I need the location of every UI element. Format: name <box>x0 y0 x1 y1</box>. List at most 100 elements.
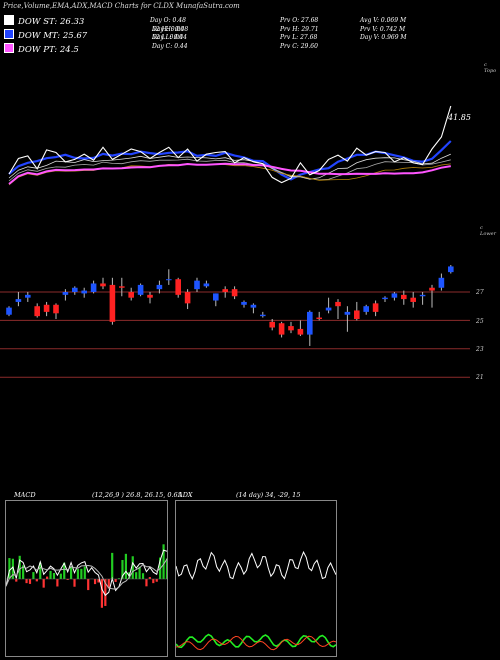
y-tick-27: 27 <box>476 289 484 296</box>
candle-body <box>43 304 50 312</box>
stat-prv-close: Prv C: 29.60 <box>280 42 318 50</box>
macd-line <box>5 549 168 597</box>
candle-body <box>372 303 379 312</box>
candle-body <box>241 301 247 305</box>
candle-body <box>119 286 125 288</box>
candle-body <box>147 294 153 298</box>
candle-body <box>53 304 59 314</box>
candle-body <box>100 283 106 287</box>
candle-body <box>62 292 69 295</box>
stat-prv-low: Prv L: 27.68 <box>280 34 318 41</box>
candle-body <box>166 279 172 281</box>
stats-day: Day O: 0.48 Day H: 0.48 Day L: 0.44 Day … <box>150 17 189 51</box>
candle-body <box>231 289 238 297</box>
candle-body <box>448 266 454 273</box>
candlestick-chart <box>0 265 470 378</box>
candle-body <box>25 294 31 298</box>
macd-values: (12,26,9 ) 26.8, 26.15, 0.65 <box>92 491 182 499</box>
last-price-label: 41.85 <box>448 113 471 122</box>
chart-title: Price,Volume,EMA,ADX,MACD Charts for CLD… <box>3 2 240 10</box>
candle-body <box>203 283 210 287</box>
candle-body <box>401 294 407 300</box>
adx-line <box>175 550 337 581</box>
candle-body <box>288 326 294 331</box>
macd-signal-line <box>5 558 168 590</box>
candle-body <box>354 310 360 319</box>
candle-body <box>316 317 322 319</box>
candle-body <box>194 280 200 290</box>
candle-body <box>156 284 163 290</box>
candle-body <box>278 323 285 335</box>
ema-orange-line <box>8 163 451 186</box>
legend-label-st: DOW ST: 26.33 <box>18 17 85 27</box>
legend-swatch-st <box>4 15 14 25</box>
stat-52-high: 52 H: 0.00 <box>152 25 185 33</box>
stats-52w: 52 H: 0.00 52 L: 0.00 <box>152 26 184 43</box>
candle-body <box>307 311 313 335</box>
stat-day-close: Day C: 0.44 <box>152 42 188 50</box>
macd-panel <box>5 500 169 657</box>
minus-di-line <box>175 635 337 651</box>
close-price-line <box>8 105 452 184</box>
candle-body <box>410 297 416 302</box>
candle-body <box>137 284 144 295</box>
candle-body <box>6 307 12 315</box>
legend-swatch-pt <box>4 43 14 53</box>
legend-dow-st: DOW ST: 26.33 <box>4 15 84 27</box>
candle-body <box>213 293 219 301</box>
stat-52-low: 52 L: 0.00 <box>152 34 183 41</box>
candle-body <box>128 292 134 298</box>
candle-body <box>175 279 181 295</box>
candle-body <box>419 294 426 297</box>
adx-panel <box>175 500 337 657</box>
stat-prv-high: Prv H: 29.71 <box>280 25 319 33</box>
candle-body <box>382 297 388 300</box>
candle-body <box>325 307 332 311</box>
legend-label-mt: DOW MT: 25.67 <box>18 31 88 41</box>
candle-body <box>344 311 351 315</box>
stat-avg-vol: Avg V: 0.069 M <box>360 17 407 24</box>
candle-body <box>335 301 341 307</box>
plus-di-line <box>175 633 337 649</box>
y-tick-23: 23 <box>476 346 484 353</box>
candle-body <box>72 287 78 292</box>
stat-day-open: Day O: 0.48 <box>150 17 186 24</box>
corner-label-top: c Topo <box>484 62 497 74</box>
candle-body <box>109 284 116 322</box>
ema-grey-line <box>8 158 451 182</box>
legend-dow-pt: DOW PT: 24.5 <box>4 43 79 55</box>
y-tick-21: 21 <box>476 374 484 381</box>
stats-prev: Prv O: 27.68 Prv H: 29.71 Prv L: 27.68 P… <box>280 17 319 51</box>
stat-day-low: Day L: 0.44 <box>152 34 187 41</box>
candle-body <box>222 289 228 292</box>
stats-volume: Avg V: 0.069 M Prv V: 0.742 M Day V: 0.9… <box>360 17 407 43</box>
ema-magenta-line <box>8 162 451 185</box>
candle-body <box>260 314 266 317</box>
candle-body <box>250 304 257 308</box>
adx-chart <box>175 550 337 651</box>
legend-dow-mt: DOW MT: 25.67 <box>4 29 87 41</box>
y-tick-25: 25 <box>476 318 484 325</box>
candle-body <box>34 306 40 317</box>
candle-body <box>297 328 304 335</box>
legend-swatch-mt <box>4 29 14 39</box>
stat-day-high: Day H: 0.48 <box>152 25 189 33</box>
adx-label: ADX <box>178 491 193 499</box>
stat-prv-open: Prv O: 27.68 <box>280 17 319 24</box>
candle-body <box>391 293 398 298</box>
candle-body <box>438 277 445 288</box>
stat-day-vol: Day V: 0.969 M <box>360 34 407 41</box>
candle-body <box>15 299 22 302</box>
stat-prv-vol: Prv V: 0.742 M <box>360 25 406 33</box>
ema-white-line <box>8 153 451 180</box>
macd-chart <box>5 544 169 608</box>
candle-body <box>81 290 87 294</box>
legend-label-pt: DOW PT: 24.5 <box>18 45 79 55</box>
ema-line-chart <box>8 105 452 186</box>
candle-body <box>184 292 191 304</box>
corner-label-lower: c Lower <box>480 225 496 237</box>
candle-body <box>269 321 275 328</box>
macd-label: MACD <box>14 491 36 499</box>
candle-body <box>90 283 97 292</box>
candle-body <box>429 287 435 291</box>
